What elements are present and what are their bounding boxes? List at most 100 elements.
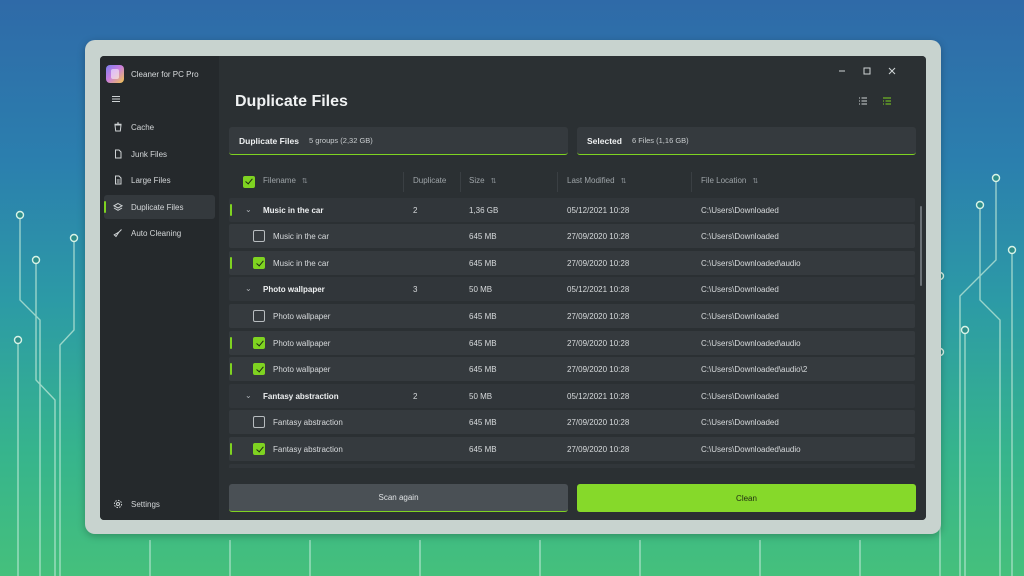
sort-icon[interactable]: ⇅ xyxy=(490,177,497,185)
file-checkbox[interactable] xyxy=(253,443,265,455)
selected-summary: Selected 6 Files (1,16 GB) xyxy=(577,127,916,155)
file-size: 1,36 GB xyxy=(469,206,499,215)
sidebar-item-auto-cleaning[interactable]: Auto Cleaning xyxy=(104,221,215,245)
file-checkbox[interactable] xyxy=(253,416,265,428)
file-location: C:\Users\Downloaded xyxy=(701,312,779,321)
duplicate-summary-value: 5 groups (2,32 GB) xyxy=(309,136,373,145)
document-icon xyxy=(113,175,123,185)
group-row[interactable]: ⌄ Photo wallpaper 3 50 MB 05/12/2021 10:… xyxy=(229,277,915,301)
duplicate-count: 3 xyxy=(413,285,418,294)
file-name: Photo wallpaper xyxy=(273,339,331,348)
hamburger-icon[interactable] xyxy=(111,94,121,104)
sidebar-item-settings[interactable]: Settings xyxy=(104,492,215,516)
file-checkbox[interactable] xyxy=(253,310,265,322)
sidebar-item-junk-files[interactable]: Junk Files xyxy=(104,142,215,166)
file-row[interactable]: Music in the car 645 MB 27/09/2020 10:28… xyxy=(229,251,915,275)
column-duplicate[interactable]: Duplicate xyxy=(413,176,446,185)
file-row[interactable]: Photo wallpaper 645 MB 27/09/2020 10:28 … xyxy=(229,357,915,381)
last-modified: 05/12/2021 10:28 xyxy=(567,206,630,215)
file-size: 645 MB xyxy=(469,445,497,454)
column-label: Filename xyxy=(263,176,296,185)
sidebar-item-cache[interactable]: Cache xyxy=(104,115,215,139)
maximize-icon[interactable] xyxy=(860,64,874,78)
column-label: Duplicate xyxy=(413,176,447,185)
scan-again-button[interactable]: Scan again xyxy=(229,484,568,512)
file-checkbox[interactable] xyxy=(253,230,265,242)
file-checkbox[interactable] xyxy=(253,257,265,269)
sidebar-item-large-files[interactable]: Large Files xyxy=(104,168,215,192)
duplicate-count: 2 xyxy=(413,206,418,215)
file-name: Photo wallpaper xyxy=(273,365,331,374)
sort-icon[interactable]: ⇅ xyxy=(301,177,308,185)
detail-view-icon[interactable] xyxy=(881,94,893,106)
sidebar-item-duplicate-files[interactable]: Duplicate Files xyxy=(104,195,215,219)
file-size: 645 MB xyxy=(469,365,497,374)
column-label: Size xyxy=(469,176,485,185)
file-size: 50 MB xyxy=(469,392,493,401)
file-size: 645 MB xyxy=(469,312,497,321)
file-icon xyxy=(113,149,123,159)
group-name: Fantasy abstraction xyxy=(263,392,339,401)
file-row[interactable]: Photo wallpaper 645 MB 27/09/2020 10:28 … xyxy=(229,304,915,328)
file-location: C:\Users\Downloaded\audio\2 xyxy=(701,365,808,374)
file-row[interactable]: Photo wallpaper 645 MB 27/09/2020 10:28 … xyxy=(229,331,915,355)
file-size: 645 MB xyxy=(469,232,497,241)
layers-icon xyxy=(113,202,123,212)
file-size: 645 MB xyxy=(469,259,497,268)
column-last-modified[interactable]: Last Modified ⇅ xyxy=(567,176,626,185)
sidebar-item-label: Large Files xyxy=(131,175,171,185)
column-divider xyxy=(460,172,461,192)
group-name: Photo wallpaper xyxy=(263,285,325,294)
file-name: Music in the car xyxy=(273,259,330,268)
file-location: C:\Users\Downloaded\audio xyxy=(701,445,801,454)
scrollbar[interactable] xyxy=(920,206,922,286)
sort-icon[interactable]: ⇅ xyxy=(752,177,759,185)
app-window: Cleaner for PC Pro Cache Junk Files Larg… xyxy=(100,56,926,520)
file-location: C:\Users\Downloaded xyxy=(701,418,779,427)
select-all-checkbox[interactable] xyxy=(243,176,255,188)
selection-marker xyxy=(230,337,232,349)
group-name: Music in the car xyxy=(263,206,324,215)
chevron-down-icon[interactable]: ⌄ xyxy=(245,284,252,293)
file-row[interactable]: Fantasy abstraction 645 MB 27/09/2020 10… xyxy=(229,410,915,434)
file-row[interactable]: Music in the car 645 MB 27/09/2020 10:28… xyxy=(229,224,915,248)
group-row[interactable]: ⌄ Fantasy abstraction 2 50 MB 05/12/2021… xyxy=(229,384,915,408)
clean-button[interactable]: Clean xyxy=(577,484,916,512)
trash-icon xyxy=(113,122,123,132)
sidebar-item-label: Duplicate Files xyxy=(131,202,184,212)
file-name: Photo wallpaper xyxy=(273,312,331,321)
chevron-down-icon[interactable]: ⌄ xyxy=(245,391,252,400)
file-checkbox[interactable] xyxy=(253,337,265,349)
group-row[interactable]: ⌄ Music in the car 2 1,36 GB 05/12/2021 … xyxy=(229,198,915,222)
column-label: Last Modified xyxy=(567,176,615,185)
close-icon[interactable] xyxy=(885,64,899,78)
file-location: C:\Users\Downloaded xyxy=(701,392,779,401)
sidebar-item-label: Junk Files xyxy=(131,149,168,159)
duplicate-summary-label: Duplicate Files xyxy=(239,135,299,146)
column-label: File Location xyxy=(701,176,747,185)
column-filename[interactable]: Filename ⇅ xyxy=(263,176,308,185)
selection-marker xyxy=(230,257,232,269)
main-panel: Duplicate Files Duplicate Files 5 groups… xyxy=(219,56,926,520)
column-size[interactable]: Size ⇅ xyxy=(469,176,496,185)
sort-icon[interactable]: ⇅ xyxy=(620,177,627,185)
duplicate-count: 2 xyxy=(413,392,418,401)
column-divider xyxy=(557,172,558,192)
file-checkbox[interactable] xyxy=(253,363,265,375)
page-title: Duplicate Files xyxy=(235,93,348,110)
file-size: 50 MB xyxy=(469,285,493,294)
column-file-location[interactable]: File Location ⇅ xyxy=(701,176,758,185)
file-table: ⌄ Music in the car 2 1,36 GB 05/12/2021 … xyxy=(229,196,915,468)
gear-icon xyxy=(113,499,123,509)
group-row[interactable] xyxy=(229,464,915,468)
chevron-down-icon[interactable]: ⌄ xyxy=(245,205,252,214)
app-header: Cleaner for PC Pro xyxy=(106,64,199,84)
file-size: 645 MB xyxy=(469,418,497,427)
last-modified: 27/09/2020 10:28 xyxy=(567,312,630,321)
minimize-icon[interactable] xyxy=(835,64,849,78)
file-location: C:\Users\Downloaded xyxy=(701,206,779,215)
file-row[interactable]: Fantasy abstraction 645 MB 27/09/2020 10… xyxy=(229,437,915,461)
list-view-icon[interactable] xyxy=(857,94,869,106)
last-modified: 27/09/2020 10:28 xyxy=(567,365,630,374)
